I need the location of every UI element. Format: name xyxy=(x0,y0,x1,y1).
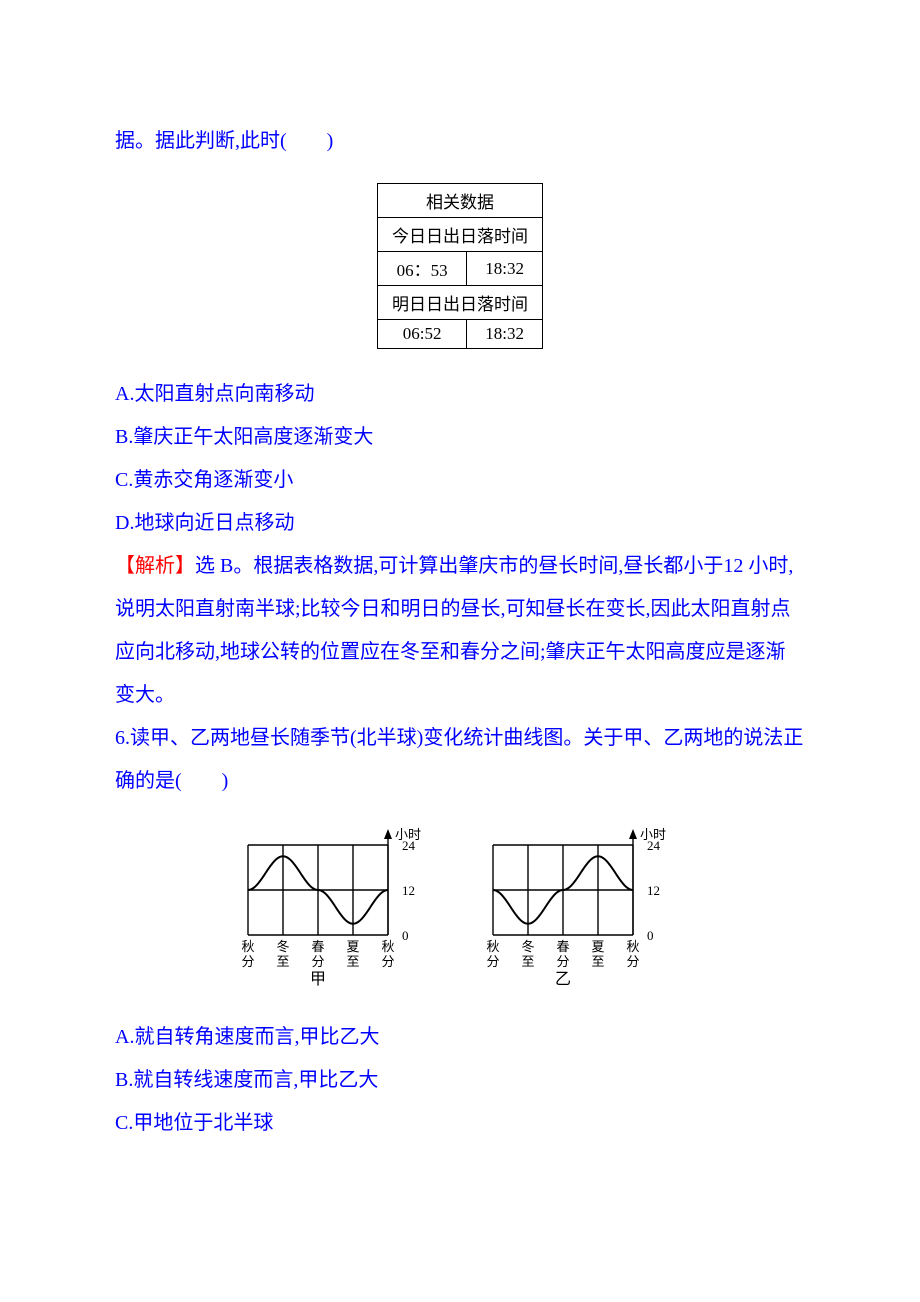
svg-text:夏: 夏 xyxy=(346,939,359,954)
q6-option-b: B.就自转线速度而言,甲比乙大 xyxy=(115,1059,805,1102)
svg-text:春: 春 xyxy=(311,939,324,954)
q6-option-a: A.就自转角速度而言,甲比乙大 xyxy=(115,1016,805,1059)
table-today-rise: 06：53 xyxy=(378,252,467,286)
svg-text:至: 至 xyxy=(521,954,534,969)
svg-text:至: 至 xyxy=(276,954,289,969)
table-tomorrow-label: 明日日出日落时间 xyxy=(378,286,543,320)
chart-yi: 小时24120秋分冬至春分夏至秋分乙 xyxy=(485,825,680,990)
svg-text:12: 12 xyxy=(647,883,660,898)
explain-body: 选 B。根据表格数据,可计算出肇庆市的昼长时间,昼长都小于12 小时,说明太阳直… xyxy=(115,555,793,706)
sunrise-sunset-table-wrap: 相关数据 今日日出日落时间 06：53 18:32 明日日出日落时间 06:52… xyxy=(115,183,805,349)
svg-text:0: 0 xyxy=(647,928,654,943)
q5-option-b: B.肇庆正午太阳高度逐渐变大 xyxy=(115,416,805,459)
svg-text:分: 分 xyxy=(311,954,324,969)
daylength-charts: 小时24120秋分冬至春分夏至秋分甲 小时24120秋分冬至春分夏至秋分乙 xyxy=(115,825,805,990)
svg-text:12: 12 xyxy=(402,883,415,898)
svg-text:秋: 秋 xyxy=(241,939,254,954)
table-today-set: 18:32 xyxy=(467,252,543,286)
table-today-label: 今日日出日落时间 xyxy=(378,218,543,252)
svg-text:分: 分 xyxy=(241,954,254,969)
table-tomorrow-set: 18:32 xyxy=(467,320,543,349)
svg-text:分: 分 xyxy=(486,954,499,969)
svg-text:0: 0 xyxy=(402,928,409,943)
q5-option-d: D.地球向近日点移动 xyxy=(115,502,805,545)
svg-text:秋: 秋 xyxy=(626,939,639,954)
svg-text:分: 分 xyxy=(556,954,569,969)
svg-text:24: 24 xyxy=(402,838,416,853)
table-header: 相关数据 xyxy=(378,184,543,218)
svg-text:乙: 乙 xyxy=(555,971,571,988)
svg-text:分: 分 xyxy=(626,954,639,969)
q5-explanation: 【解析】选 B。根据表格数据,可计算出肇庆市的昼长时间,昼长都小于12 小时,说… xyxy=(115,545,805,717)
q5-option-c: C.黄赤交角逐渐变小 xyxy=(115,459,805,502)
svg-text:秋: 秋 xyxy=(486,939,499,954)
q5-intro-continuation: 据。据此判断,此时( ) xyxy=(115,120,805,163)
svg-text:冬: 冬 xyxy=(276,939,289,954)
explain-label: 【解析】 xyxy=(115,555,195,577)
sunrise-sunset-table: 相关数据 今日日出日落时间 06：53 18:32 明日日出日落时间 06:52… xyxy=(377,183,543,349)
svg-text:至: 至 xyxy=(591,954,604,969)
svg-text:春: 春 xyxy=(556,939,569,954)
svg-text:秋: 秋 xyxy=(381,939,394,954)
svg-text:夏: 夏 xyxy=(591,939,604,954)
svg-text:冬: 冬 xyxy=(521,939,534,954)
svg-text:24: 24 xyxy=(647,838,661,853)
chart-jia: 小时24120秋分冬至春分夏至秋分甲 xyxy=(240,825,435,990)
q5-option-a: A.太阳直射点向南移动 xyxy=(115,373,805,416)
svg-text:至: 至 xyxy=(346,954,359,969)
svg-text:分: 分 xyxy=(381,954,394,969)
svg-text:甲: 甲 xyxy=(310,971,326,988)
q6-option-c: C.甲地位于北半球 xyxy=(115,1102,805,1145)
q6-prompt: 6.读甲、乙两地昼长随季节(北半球)变化统计曲线图。关于甲、乙两地的说法正确的是… xyxy=(115,717,805,803)
table-tomorrow-rise: 06:52 xyxy=(378,320,467,349)
